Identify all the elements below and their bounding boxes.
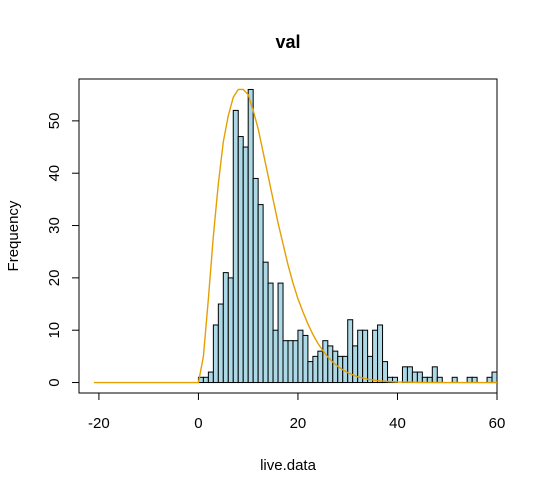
histogram-bar (287, 340, 294, 384)
histogram-bar (267, 282, 274, 384)
histogram-bar (237, 136, 244, 384)
histogram-bar (277, 282, 284, 384)
histogram-bar (232, 109, 239, 384)
histogram-bar (436, 376, 443, 384)
histogram-bar (322, 340, 329, 384)
histogram-bar (327, 345, 334, 384)
y-tick-label: 20 (46, 270, 63, 287)
x-tick-label: 60 (489, 415, 506, 432)
histogram-bar (217, 303, 224, 384)
histogram-bar (272, 329, 279, 384)
x-tick-label: -20 (88, 415, 110, 432)
bars-layer (197, 88, 498, 384)
histogram-bar (262, 261, 269, 384)
y-axis: 0 10 20 30 40 50 (46, 113, 80, 387)
histogram-bar (357, 329, 364, 384)
histogram-bar (317, 350, 324, 384)
chart-title: val (275, 32, 300, 52)
histogram-bar (307, 361, 314, 384)
histogram-bar (242, 146, 249, 384)
histogram-bar (202, 376, 209, 384)
histogram-bar (471, 376, 478, 384)
histogram-bar (207, 371, 214, 384)
density-curve (93, 88, 497, 384)
histogram-bar (401, 366, 408, 384)
histogram-bar (431, 366, 438, 384)
histogram-bar (411, 371, 418, 384)
y-tick-label: 10 (46, 322, 63, 339)
histogram-bar (406, 366, 413, 384)
y-tick-label: 40 (46, 165, 63, 182)
histogram-bar (227, 277, 234, 384)
histogram-bar (426, 376, 433, 384)
histogram-bar (212, 324, 219, 384)
histogram-bar (362, 329, 369, 384)
histogram-bar (302, 334, 309, 384)
histogram-bar (252, 177, 259, 384)
histogram-bar (222, 272, 229, 384)
histogram-bar (491, 371, 498, 384)
x-tick-label: 0 (194, 415, 202, 432)
histogram-bar (466, 376, 473, 384)
histogram-bar (416, 371, 423, 384)
y-tick-label: 30 (46, 217, 63, 234)
histogram-bar (382, 361, 389, 384)
y-tick-label: 0 (46, 378, 63, 386)
y-axis-title: Frequency (5, 200, 22, 271)
x-axis-title: live.data (260, 457, 317, 474)
histogram-bar (377, 324, 384, 384)
histogram-bar (372, 329, 379, 384)
histogram-bar (282, 340, 289, 384)
histogram-bar (247, 88, 254, 384)
histogram-bar (257, 204, 264, 384)
x-tick-label: 40 (389, 415, 406, 432)
histogram-bar (292, 340, 299, 384)
histogram-bar (486, 376, 493, 384)
y-tick-label: 50 (46, 113, 63, 130)
x-tick-label: 20 (290, 415, 307, 432)
histogram-bar (312, 355, 319, 384)
histogram-bar (451, 376, 458, 384)
histogram-bar (332, 350, 339, 384)
x-axis: -20 0 20 40 60 (88, 392, 506, 432)
histogram-bar (297, 329, 304, 384)
